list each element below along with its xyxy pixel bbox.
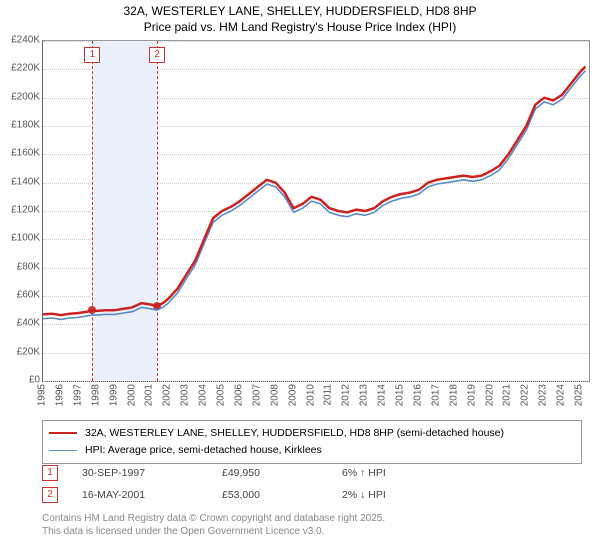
x-tick-label: 2018 [448, 384, 459, 406]
x-tick-label: 2006 [233, 384, 244, 406]
sale-2-price: £53,000 [222, 489, 342, 501]
legend-label-hpi: HPI: Average price, semi-detached house,… [85, 442, 322, 459]
x-tick-label: 1998 [90, 384, 101, 406]
x-tick-label: 2013 [359, 384, 370, 406]
sale-1-date: 30-SEP-1997 [82, 467, 222, 479]
legend-box: 32A, WESTERLEY LANE, SHELLEY, HUDDERSFIE… [42, 420, 582, 464]
legend-label-property: 32A, WESTERLEY LANE, SHELLEY, HUDDERSFIE… [85, 425, 504, 442]
x-tick-label: 2002 [162, 384, 173, 406]
x-tick-label: 2000 [126, 384, 137, 406]
y-tick-label: £20K [0, 346, 40, 357]
x-tick-label: 2017 [430, 384, 441, 406]
x-tick-label: 1999 [108, 384, 119, 406]
y-tick-label: £180K [0, 120, 40, 131]
x-tick-label: 1997 [72, 384, 83, 406]
y-tick-label: £0 [0, 375, 40, 386]
sales-row-1: 1 30-SEP-1997 £49,950 6% ↑ HPI [42, 462, 462, 484]
x-tick-label: 2023 [538, 384, 549, 406]
x-tick-label: 2001 [144, 384, 155, 406]
x-tick-label: 2008 [269, 384, 280, 406]
sale-marker-2-icon: 2 [42, 487, 58, 503]
x-tick-label: 2010 [305, 384, 316, 406]
legend-row-property: 32A, WESTERLEY LANE, SHELLEY, HUDDERSFIE… [49, 425, 575, 442]
x-tick-label: 2016 [412, 384, 423, 406]
x-tick-label: 1995 [37, 384, 48, 406]
sale-1-pct: 6% ↑ HPI [342, 467, 462, 479]
sales-table: 1 30-SEP-1997 £49,950 6% ↑ HPI 2 16-MAY-… [42, 462, 462, 506]
x-tick-label: 2021 [502, 384, 513, 406]
y-tick-label: £240K [0, 35, 40, 46]
y-tick-label: £140K [0, 176, 40, 187]
chart-plot-area: 12 [42, 40, 590, 382]
x-tick-label: 2014 [377, 384, 388, 406]
y-tick-label: £220K [0, 63, 40, 74]
x-tick-label: 2005 [216, 384, 227, 406]
title-line2: Price paid vs. HM Land Registry's House … [0, 20, 600, 36]
x-tick-label: 1996 [54, 384, 65, 406]
x-tick-label: 2025 [574, 384, 585, 406]
sales-row-2: 2 16-MAY-2001 £53,000 2% ↓ HPI [42, 484, 462, 506]
x-tick-label: 2019 [466, 384, 477, 406]
series-line-hpi [43, 71, 585, 320]
x-tick-label: 2020 [484, 384, 495, 406]
y-tick-label: £100K [0, 233, 40, 244]
footer-attribution: Contains HM Land Registry data © Crown c… [42, 512, 385, 538]
sale-1-price: £49,950 [222, 467, 342, 479]
y-tick-label: £40K [0, 318, 40, 329]
title-block: 32A, WESTERLEY LANE, SHELLEY, HUDDERSFIE… [0, 0, 600, 35]
x-tick-label: 2004 [198, 384, 209, 406]
chart-container: 32A, WESTERLEY LANE, SHELLEY, HUDDERSFIE… [0, 0, 600, 560]
series-lines [43, 41, 589, 381]
y-tick-label: £200K [0, 91, 40, 102]
y-tick-label: £60K [0, 290, 40, 301]
sale-2-pct: 2% ↓ HPI [342, 489, 462, 501]
legend-swatch-hpi [49, 450, 77, 451]
y-tick-label: £80K [0, 261, 40, 272]
footer-line2: This data is licensed under the Open Gov… [42, 525, 385, 538]
x-tick-label: 2012 [341, 384, 352, 406]
x-tick-label: 2022 [520, 384, 531, 406]
title-line1: 32A, WESTERLEY LANE, SHELLEY, HUDDERSFIE… [0, 4, 600, 20]
x-tick-label: 2024 [556, 384, 567, 406]
x-tick-label: 2015 [395, 384, 406, 406]
x-tick-label: 2007 [251, 384, 262, 406]
series-line-property [43, 67, 585, 316]
footer-line1: Contains HM Land Registry data © Crown c… [42, 512, 385, 525]
legend-row-hpi: HPI: Average price, semi-detached house,… [49, 442, 575, 459]
sale-marker-1-icon: 1 [42, 465, 58, 481]
x-tick-label: 2003 [180, 384, 191, 406]
y-tick-label: £120K [0, 205, 40, 216]
x-tick-label: 2011 [323, 384, 334, 406]
x-tick-label: 2009 [287, 384, 298, 406]
legend-swatch-property [49, 432, 77, 434]
y-tick-label: £160K [0, 148, 40, 159]
sale-2-date: 16-MAY-2001 [82, 489, 222, 501]
